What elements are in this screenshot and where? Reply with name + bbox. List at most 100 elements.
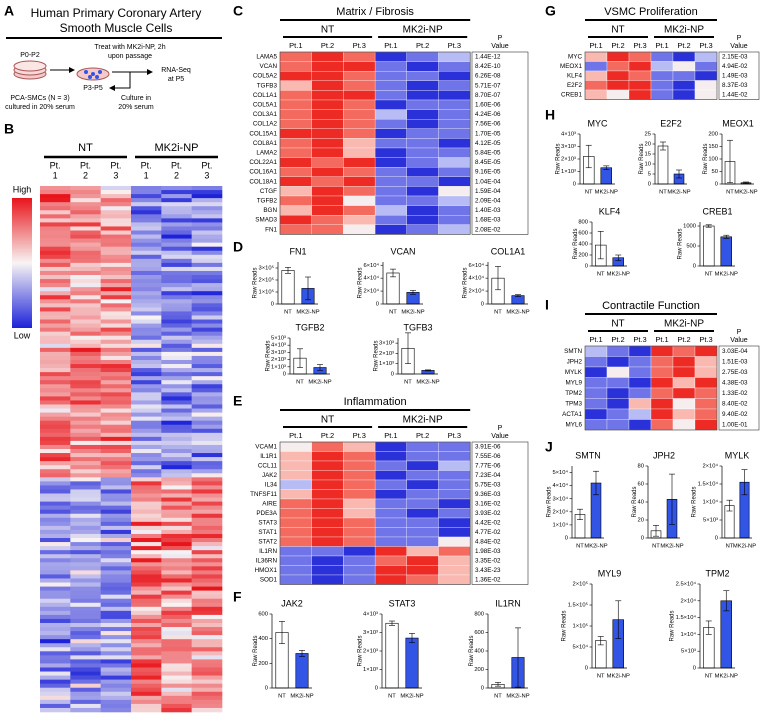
- error-bar: [305, 276, 311, 301]
- heatmap-cell: [628, 51, 652, 62]
- heatmap-cell: [161, 449, 192, 454]
- heatmap-cell: [311, 205, 344, 216]
- heatmap-title: Inflammation: [344, 396, 407, 408]
- axis-line: [721, 134, 754, 185]
- heatmap-cell: [100, 671, 132, 676]
- y-tick-label: 3×10³: [561, 144, 576, 150]
- heatmap-cell: [191, 582, 223, 587]
- y-tick-label: 3×10³: [379, 341, 394, 347]
- group-label: MK2i-NP: [403, 415, 443, 426]
- heatmap-cell: [161, 525, 192, 531]
- heatmap-cell: [70, 586, 101, 591]
- heatmap-cell: [70, 505, 101, 510]
- heatmap-cell: [161, 339, 192, 345]
- heatmap-cell: [161, 238, 192, 243]
- heatmap-cell: [161, 408, 192, 413]
- heatmap-cell: [343, 205, 376, 216]
- heatmap-cell: [40, 270, 71, 276]
- error-bar: [317, 364, 323, 371]
- heatmap-cell: [131, 266, 162, 272]
- heatmap-cell: [161, 230, 192, 235]
- heatmap-cell: [131, 287, 162, 292]
- axis-line: [591, 222, 627, 267]
- heatmap-cell: [161, 364, 192, 369]
- heatmap-cell: [584, 345, 608, 357]
- heatmap-cell: [131, 372, 162, 377]
- heatmap-cell: [100, 594, 132, 600]
- heatmap-cell: [70, 598, 101, 604]
- y-axis-label: Raw Reads: [266, 340, 272, 371]
- heatmap-cell: [279, 517, 312, 528]
- heatmap-cell: [279, 176, 312, 187]
- column-label: Pt.: [141, 160, 152, 170]
- chart-title: TGFB3: [403, 322, 432, 332]
- heatmap-cell: [161, 501, 192, 506]
- y-tick-label: 200: [578, 253, 588, 259]
- heatmap-cell: [311, 451, 344, 462]
- heatmap-cell: [374, 119, 407, 129]
- heatmap-cell: [70, 416, 101, 421]
- heatmap-cell: [40, 190, 71, 195]
- heatmap-cell: [191, 214, 223, 219]
- treatment-text: upon passage: [108, 53, 152, 60]
- heatmap-cell: [584, 89, 608, 100]
- heatmap-cell: [694, 398, 718, 410]
- heatmap-cell: [374, 224, 407, 235]
- heatmap-cell: [279, 565, 312, 576]
- heatmap-cell: [100, 469, 132, 474]
- heatmap-cell: [161, 190, 192, 195]
- heatmap-cell: [131, 699, 162, 705]
- heatmap-cell: [40, 542, 71, 547]
- panel-label: D: [233, 239, 243, 255]
- heatmap-cell: [70, 262, 101, 268]
- heatmap-cell: [40, 546, 71, 551]
- column-label: Pt.1: [589, 41, 602, 50]
- heatmap-cell: [40, 230, 71, 235]
- heatmap-cell: [191, 372, 223, 377]
- y-tick-label: 1.5×10⁵: [568, 602, 589, 609]
- y-tick-label: 400: [258, 636, 268, 642]
- heatmap-cell: [406, 157, 439, 168]
- axis-line: [699, 584, 735, 669]
- treatment-text: Treat with MK2i-NP, 2h: [94, 44, 165, 51]
- heatmap-cell: [40, 279, 71, 284]
- heatmap-cell: [343, 517, 376, 528]
- heatmap-cell: [100, 525, 132, 531]
- heatmap-cell: [584, 51, 608, 62]
- scale-label: Low: [14, 330, 31, 340]
- heatmap-cell: [191, 485, 223, 490]
- heatmap-cell: [40, 521, 71, 527]
- heatmap-cell: [191, 412, 223, 417]
- gene-label: CREB1: [561, 91, 582, 98]
- y-axis-label: Raw Reads: [358, 635, 364, 666]
- x-tick-label: MK2i-NP: [660, 544, 683, 550]
- heatmap-cell: [628, 70, 652, 81]
- heatmap-cell: [161, 513, 192, 519]
- heatmap-cell: [70, 663, 101, 668]
- heatmap-cell: [70, 485, 101, 490]
- p-value: 1.51E-03: [722, 358, 748, 365]
- heatmap-cell: [191, 699, 223, 705]
- heatmap-cell: [70, 396, 101, 401]
- heatmap-cell: [70, 436, 101, 442]
- heatmap-cell: [100, 493, 132, 498]
- heatmap-cell: [343, 90, 376, 101]
- x-tick-label: NT: [705, 674, 713, 680]
- heatmap-cell: [279, 80, 312, 91]
- heatmap-cell: [70, 570, 101, 575]
- x-tick-label: MK2i-NP: [400, 694, 423, 700]
- heatmap-cell: [191, 590, 223, 595]
- y-axis-label: Raw Reads: [463, 267, 469, 298]
- gene-label: TPM2: [565, 390, 582, 397]
- y-tick-label: 4×10⁴: [468, 275, 484, 282]
- heatmap-cell: [606, 51, 630, 62]
- heatmap-cell: [131, 254, 162, 260]
- heatmap-cell: [191, 327, 223, 332]
- y-tick-label: 4×10³: [363, 612, 378, 618]
- heatmap-cell: [279, 195, 312, 206]
- heatmap-cell: [650, 398, 674, 410]
- heatmap-cell: [100, 489, 132, 494]
- heatmap-cell: [311, 489, 344, 500]
- heatmap-cell: [161, 266, 192, 272]
- p-value-header: P: [498, 35, 503, 42]
